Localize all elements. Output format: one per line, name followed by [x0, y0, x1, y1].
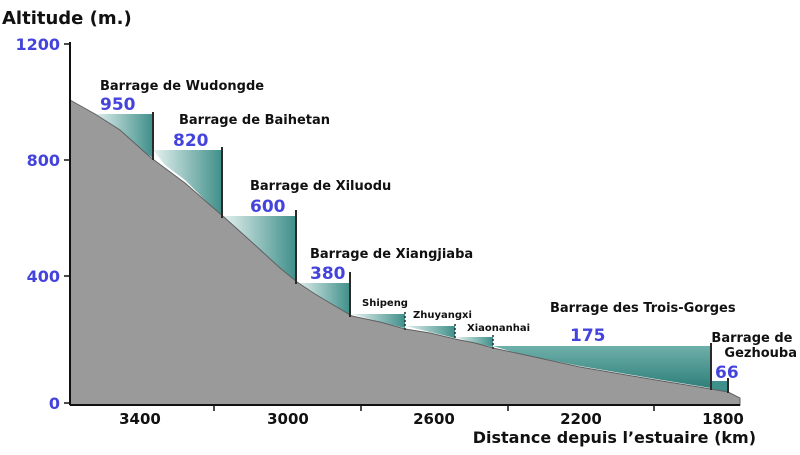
x-tick-label: 2200: [560, 410, 602, 428]
y-tick-label: 1200: [15, 35, 60, 54]
dam-labels: Barrage de Wudongde 950 Barrage de Baihe…: [100, 79, 797, 383]
reservoir-xiaonanhai: [455, 337, 493, 347]
y-ticks: 1200 800 400 0: [15, 35, 70, 413]
dam-name-xiangjiaba: Barrage de Xiangjiaba: [310, 247, 473, 262]
x-tick-label: 3000: [267, 410, 309, 428]
dam-name-shipeng: Shipeng: [362, 298, 408, 309]
y-tick-label: 800: [27, 151, 60, 170]
dam-name-wudongde: Barrage de Wudongde: [100, 79, 264, 94]
dam-name-gezhouba: Barrage de Gezhouba: [711, 331, 797, 361]
reservoir-zhuyangxi: [405, 326, 455, 338]
x-tick-label: 2600: [413, 410, 455, 428]
x-tick-label: 1800: [702, 410, 744, 428]
dam-name-gezhouba-line1: Barrage de: [711, 331, 792, 346]
y-tick-label: 0: [49, 394, 60, 413]
dam-name-gezhouba-line2: Gezhouba: [724, 346, 797, 361]
dam-walls: [152, 112, 729, 393]
dam-altitude-trois-gorges: 175: [570, 326, 606, 346]
dam-name-xiaonanhai: Xiaonanhai: [467, 323, 530, 334]
reservoir-trois-gorges: [493, 346, 711, 388]
dam-altitude-xiluodu: 600: [250, 197, 286, 217]
reservoir-baihetan: [153, 150, 222, 216]
dam-altitude-gezhouba: 66: [715, 363, 739, 383]
dam-name-baihetan: Barrage de Baihetan: [179, 113, 330, 128]
y-axis-title: Altitude (m.): [2, 8, 132, 29]
terrain-profile: [69, 99, 741, 406]
x-axis-title: Distance depuis l’estuaire (km): [473, 428, 756, 447]
y-tick-label: 400: [27, 267, 60, 286]
dam-name-trois-gorges: Barrage des Trois-Gorges: [550, 301, 736, 316]
dam-name-zhuyangxi: Zhuyangxi: [413, 310, 472, 321]
dam-name-xiluodu: Barrage de Xiluodu: [250, 179, 391, 194]
x-ticks: 3400 3000 2600 2200 1800: [119, 405, 744, 428]
reservoir-shipeng: [352, 314, 405, 328]
dam-altitude-baihetan: 820: [173, 131, 209, 151]
x-tick-label: 3400: [119, 410, 161, 428]
dam-altitude-wudongde: 950: [100, 95, 136, 115]
dam-altitude-xiangjiaba: 380: [310, 264, 346, 284]
